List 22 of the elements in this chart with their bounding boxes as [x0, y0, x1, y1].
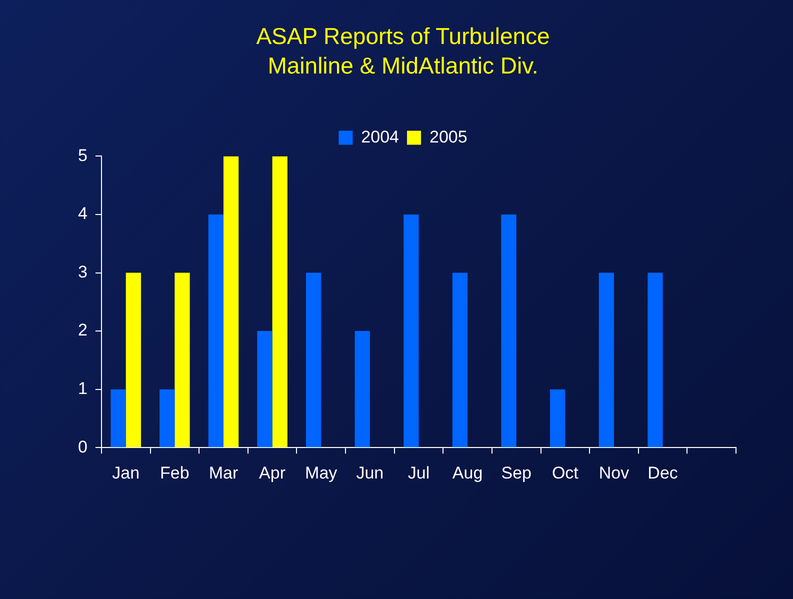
x-tick-label: Jan: [112, 463, 140, 482]
chart-subtitle: Mainline & MidAtlantic Div.: [268, 52, 538, 79]
x-tick-label: Oct: [552, 463, 579, 482]
x-tick-label: Mar: [208, 463, 238, 482]
x-tick-label: Aug: [452, 463, 483, 482]
y-tick-label: 0: [78, 437, 88, 456]
x-tick-label: Dec: [648, 463, 678, 482]
x-tick-label: Sep: [501, 463, 532, 482]
x-tick-label: May: [305, 463, 338, 482]
x-tick-label: Jun: [356, 463, 384, 482]
legend-label: 2005: [430, 127, 468, 146]
y-tick-label: 2: [78, 320, 88, 340]
x-tick-label: Feb: [160, 463, 190, 482]
x-tick-label: Jul: [408, 463, 430, 482]
y-tick-label: 3: [78, 262, 88, 282]
chart-title: ASAP Reports of Turbulence: [256, 23, 550, 50]
y-tick-label: 4: [78, 204, 88, 224]
x-tick-label: Apr: [259, 463, 286, 482]
y-tick-label: 5: [78, 146, 88, 165]
y-tick-label: 1: [78, 379, 88, 398]
x-tick-label: Nov: [598, 463, 630, 482]
legend-label: 2004: [361, 127, 400, 146]
